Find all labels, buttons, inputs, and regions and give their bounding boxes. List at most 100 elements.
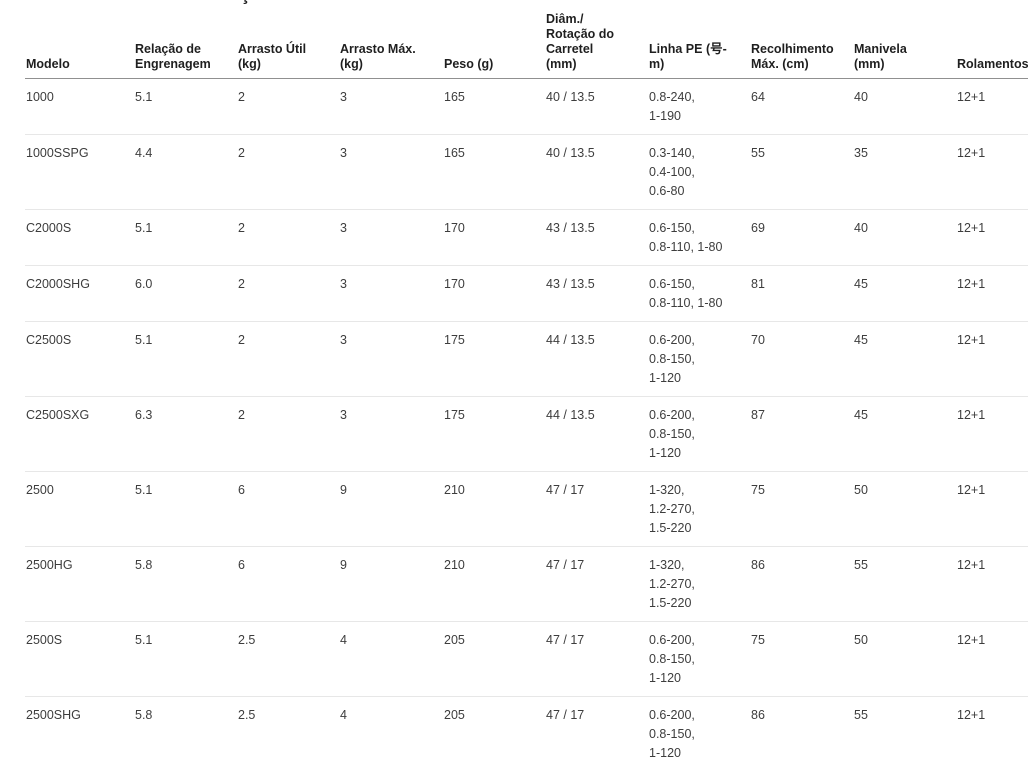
cell-handle: 55 [853,696,956,760]
cell-spool: 47 / 17 [545,471,648,547]
column-header-bearings: Rolamentos [956,0,1028,79]
cell-max_retrieve: 87 [750,396,853,472]
cell-spool: 47 / 17 [545,546,648,622]
cell-drag_useful: 2.5 [237,621,339,697]
cell-model: C2000SHG [25,265,134,322]
cell-spool: 43 / 13.5 [545,265,648,322]
table-row: C2000S 5.1 2 3 170 43 / 13.5 0.6-150, 0.8-110,… [25,209,1028,266]
cell-bearings: 12+1 [956,471,1028,547]
cell-handle: 40 [853,78,956,135]
table-row: C2500S 5.1 2 3 175 44 / 13.5 0.6-200, 0.8-150,… [25,321,1028,397]
cell-model: 2500HG [25,546,134,622]
cell-drag_useful: 2.5 [237,696,339,760]
cell-weight: 165 [443,78,545,135]
cell-drag_max: 3 [339,321,443,397]
cell-bearings: 12+1 [956,621,1028,697]
cell-weight: 175 [443,321,545,397]
cell-drag_useful: 6 [237,471,339,547]
cell-line_pe: 1-320, 1.2-270, 1.5-220 [648,471,750,547]
column-header-weight: Peso (g) [443,0,545,79]
cell-model: 2500 [25,471,134,547]
column-header-gear_ratio: Relação de Engrenagem [134,0,237,79]
cell-drag_useful: 2 [237,396,339,472]
cell-bearings: 12+1 [956,134,1028,210]
cell-line_pe: 0.6-150, 0.8-110, 1-80 [648,209,750,266]
cell-model: 2500SHG [25,696,134,760]
cell-handle: 35 [853,134,956,210]
cell-spool: 40 / 13.5 [545,78,648,135]
cell-max_retrieve: 86 [750,696,853,760]
cell-gear_ratio: 6.3 [134,396,237,472]
cell-bearings: 12+1 [956,546,1028,622]
cell-model: 1000 [25,78,134,135]
cell-weight: 210 [443,546,545,622]
cell-weight: 170 [443,209,545,266]
table-body: 1000 5.1 2 3 165 40 / 13.5 0.8-240, 1-190 64 40 1… [25,78,1028,760]
cell-max_retrieve: 69 [750,209,853,266]
cell-handle: 40 [853,209,956,266]
cell-max_retrieve: 70 [750,321,853,397]
cell-drag_useful: 6 [237,546,339,622]
cell-bearings: 12+1 [956,78,1028,135]
cell-line_pe: 0.6-200, 0.8-150, 1-120 [648,621,750,697]
cell-bearings: 12+1 [956,265,1028,322]
column-header-spool: Diâm./ Rotação do Carretel (mm) [545,0,648,79]
table-row: 1000SSPG 4.4 2 3 165 40 / 13.5 0.3-140, 0.4-10… [25,134,1028,210]
cell-weight: 175 [443,396,545,472]
cell-drag_max: 4 [339,696,443,760]
cell-spool: 47 / 17 [545,621,648,697]
cell-bearings: 12+1 [956,696,1028,760]
spec-table: Modelo Relação de Engrenagem Arrasto Útil … [25,0,1028,760]
cell-handle: 45 [853,265,956,322]
cell-handle: 50 [853,471,956,547]
cell-gear_ratio: 5.1 [134,209,237,266]
cell-weight: 165 [443,134,545,210]
cell-gear_ratio: 5.8 [134,696,237,760]
cell-drag_useful: 2 [237,265,339,322]
table-row: C2000SHG 6.0 2 3 170 43 / 13.5 0.6-150, 0.8-11… [25,265,1028,322]
cell-gear_ratio: 5.1 [134,471,237,547]
cell-gear_ratio: 4.4 [134,134,237,210]
table-row: 1000 5.1 2 3 165 40 / 13.5 0.8-240, 1-190 64 40 1… [25,78,1028,135]
cell-line_pe: 0.8-240, 1-190 [648,78,750,135]
cell-drag_useful: 2 [237,78,339,135]
column-header-line_pe: Linha PE (号- m) [648,0,750,79]
table-row: C2500SXG 6.3 2 3 175 44 / 13.5 0.6-200, 0.8-15… [25,396,1028,472]
cell-drag_max: 3 [339,134,443,210]
cell-drag_max: 3 [339,78,443,135]
cell-spool: 44 / 13.5 [545,321,648,397]
column-header-model: Modelo [25,0,134,79]
cell-model: C2000S [25,209,134,266]
cell-model: C2500S [25,321,134,397]
column-header-drag_useful: Arrasto Útil (kg) [237,0,339,79]
table-row: 2500 5.1 6 9 210 47 / 17 1-320, 1.2-270, 1.5-2… [25,471,1028,547]
cell-max_retrieve: 64 [750,78,853,135]
cell-model: 1000SSPG [25,134,134,210]
cell-bearings: 12+1 [956,209,1028,266]
cell-line_pe: 0.3-140, 0.4-100, 0.6-80 [648,134,750,210]
cell-bearings: 12+1 [956,321,1028,397]
cell-weight: 205 [443,696,545,760]
cell-line_pe: 0.6-200, 0.8-150, 1-120 [648,396,750,472]
cell-max_retrieve: 75 [750,471,853,547]
cell-handle: 45 [853,396,956,472]
cell-weight: 170 [443,265,545,322]
cell-gear_ratio: 5.8 [134,546,237,622]
cell-drag_useful: 2 [237,209,339,266]
cell-max_retrieve: 81 [750,265,853,322]
cell-handle: 55 [853,546,956,622]
cell-gear_ratio: 5.1 [134,321,237,397]
cell-max_retrieve: 55 [750,134,853,210]
cell-max_retrieve: 86 [750,546,853,622]
cell-spool: 43 / 13.5 [545,209,648,266]
cell-max_retrieve: 75 [750,621,853,697]
column-header-drag_max: Arrasto Máx. (kg) [339,0,443,79]
cell-gear_ratio: 5.1 [134,621,237,697]
cell-line_pe: 0.6-200, 0.8-150, 1-120 [648,321,750,397]
cell-gear_ratio: 6.0 [134,265,237,322]
cell-handle: 50 [853,621,956,697]
cell-line_pe: 0.6-150, 0.8-110, 1-80 [648,265,750,322]
cell-drag_max: 9 [339,471,443,547]
cell-line_pe: 1-320, 1.2-270, 1.5-220 [648,546,750,622]
